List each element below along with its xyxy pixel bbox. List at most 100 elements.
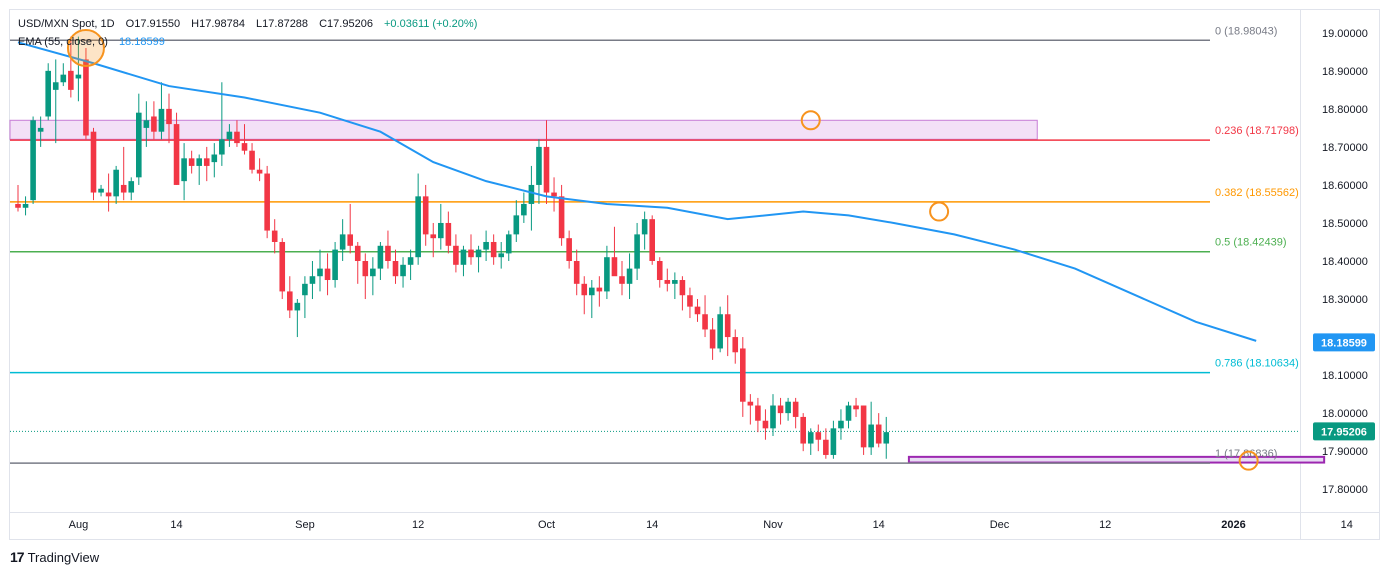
candle-body bbox=[98, 188, 104, 193]
tradingview-watermark[interactable]: 17 TradingView bbox=[10, 549, 99, 565]
candle-body bbox=[37, 127, 44, 132]
candle-body bbox=[687, 295, 693, 307]
candle-body bbox=[475, 249, 482, 258]
price-tick-label: 18.60000 bbox=[1322, 180, 1368, 192]
candle-body bbox=[830, 428, 837, 455]
candle-body bbox=[513, 215, 520, 235]
candle-body bbox=[702, 314, 708, 330]
candle-body bbox=[105, 192, 112, 197]
candle-body bbox=[536, 146, 542, 185]
price-tick-label: 18.50000 bbox=[1322, 218, 1368, 230]
time-tick-label: Dec bbox=[990, 519, 1010, 531]
candle-body bbox=[649, 219, 655, 261]
candle-body bbox=[823, 439, 829, 455]
highlight-circle bbox=[800, 110, 821, 131]
candle-body bbox=[249, 150, 255, 170]
ema-label[interactable]: EMA (55, close, 0) bbox=[18, 36, 108, 48]
candle-body bbox=[400, 264, 406, 277]
candle-body bbox=[362, 261, 369, 277]
highlight-circle bbox=[66, 29, 105, 68]
ema-legend[interactable]: EMA (55, close, 0) 18.18599 bbox=[18, 36, 165, 48]
candle-body bbox=[120, 184, 127, 193]
candle-body bbox=[596, 287, 603, 292]
symbol-name[interactable]: USD/MXN Spot, 1D bbox=[18, 18, 115, 30]
candle-body bbox=[581, 283, 588, 296]
price-tick-label: 18.00000 bbox=[1322, 408, 1368, 420]
candle-body bbox=[173, 124, 180, 185]
candle-body bbox=[354, 245, 361, 261]
price-tick-label: 18.90000 bbox=[1322, 66, 1368, 78]
candle-body bbox=[679, 280, 686, 296]
candle-body bbox=[807, 432, 814, 444]
candle-body bbox=[505, 234, 512, 254]
candle-body bbox=[430, 234, 437, 239]
price-tick-label: 18.10000 bbox=[1322, 370, 1368, 382]
candle-body bbox=[317, 268, 323, 277]
candle-body bbox=[709, 329, 716, 349]
time-tick-label: 14 bbox=[646, 519, 658, 531]
candle-body bbox=[347, 234, 353, 246]
candle-body bbox=[589, 287, 595, 296]
candle-body bbox=[694, 306, 701, 315]
price-tick-label: 18.70000 bbox=[1322, 142, 1368, 154]
current-price-tag: 17.95206 bbox=[1321, 426, 1367, 438]
candle-body bbox=[385, 245, 391, 261]
candle-body bbox=[188, 158, 195, 166]
candle-body bbox=[528, 184, 535, 204]
candle-body bbox=[777, 405, 784, 414]
highlight-circle bbox=[929, 201, 950, 222]
time-tick-label: 12 bbox=[412, 519, 424, 531]
candle-body bbox=[521, 203, 527, 216]
candle-body bbox=[30, 120, 36, 201]
symbol-legend[interactable]: USD/MXN Spot, 1D O17.91550 H17.98784 L17… bbox=[18, 18, 477, 30]
candle-body bbox=[22, 203, 29, 208]
candle-body bbox=[755, 405, 761, 421]
time-tick-label: 14 bbox=[1341, 519, 1353, 531]
candle-body bbox=[551, 192, 557, 197]
candle-body bbox=[558, 196, 565, 239]
candle-body bbox=[453, 245, 459, 265]
candle-body bbox=[181, 158, 187, 182]
candle-body bbox=[422, 196, 429, 235]
candle-body bbox=[747, 401, 754, 406]
candle-body bbox=[370, 268, 376, 277]
time-tick-label: 12 bbox=[1099, 519, 1111, 531]
candle-body bbox=[800, 416, 806, 444]
fib-label-0.382: 0.382 (18.55562) bbox=[1215, 187, 1299, 199]
price-tick-label: 18.40000 bbox=[1322, 256, 1368, 268]
candle-body bbox=[490, 241, 497, 258]
price-tick-label: 17.80000 bbox=[1322, 484, 1368, 496]
candle-body bbox=[762, 420, 769, 429]
time-axis-separator bbox=[9, 512, 1380, 513]
candle-body bbox=[717, 314, 723, 349]
time-tick-label: Nov bbox=[763, 519, 783, 531]
candle-body bbox=[724, 314, 731, 338]
open-value: O17.91550 bbox=[125, 18, 181, 30]
candle-body bbox=[732, 337, 739, 353]
candle-body bbox=[792, 401, 799, 417]
close-value: C17.95206 bbox=[319, 18, 373, 30]
candle-body bbox=[498, 253, 504, 258]
low-value: L17.87288 bbox=[256, 18, 309, 30]
candle-body bbox=[377, 245, 384, 269]
candle-body bbox=[468, 249, 474, 258]
change-value: +0.03611 (+0.20%) bbox=[384, 18, 478, 30]
candle-body bbox=[619, 276, 625, 284]
candle-body bbox=[483, 241, 489, 250]
price-tick-label: 17.90000 bbox=[1322, 446, 1368, 458]
candle-body bbox=[415, 196, 421, 258]
candle-body bbox=[241, 143, 248, 151]
candle-body bbox=[611, 257, 618, 277]
highlight-circle bbox=[1238, 450, 1259, 471]
candle-body bbox=[234, 131, 240, 144]
candle-body bbox=[143, 120, 150, 128]
candle-body bbox=[883, 432, 890, 444]
ema-price-tag-bg bbox=[1313, 333, 1375, 352]
candle-body bbox=[264, 173, 270, 231]
candle-body bbox=[860, 405, 867, 448]
candle-body bbox=[45, 70, 51, 117]
candle-body bbox=[460, 249, 467, 265]
candle-body bbox=[294, 302, 301, 311]
candle-body bbox=[875, 424, 882, 444]
